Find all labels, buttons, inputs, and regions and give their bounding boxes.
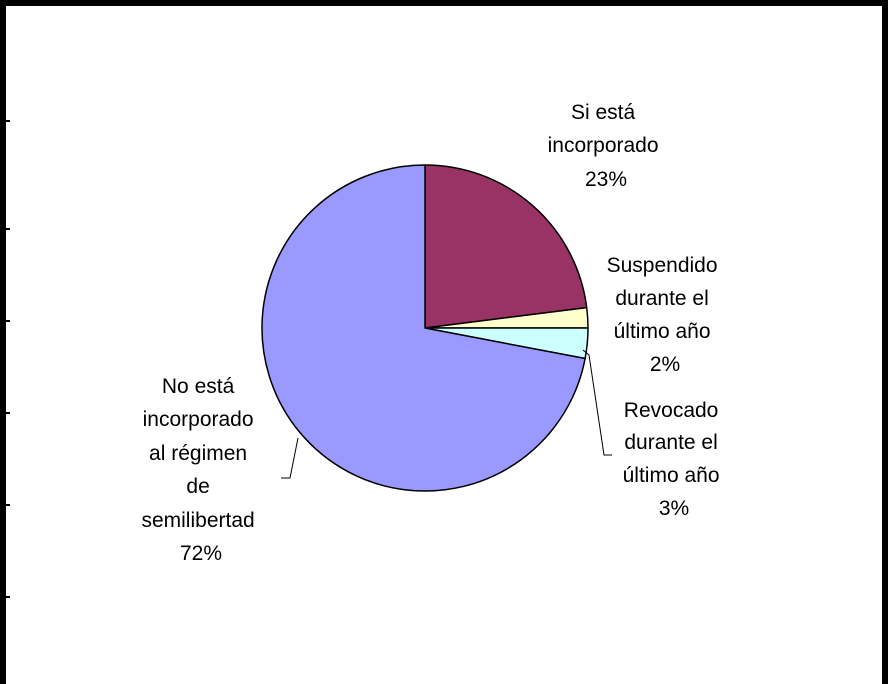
pie-slice-si-incorporado [424, 164, 588, 329]
label-line: de [186, 475, 209, 498]
label-line: No está [162, 375, 235, 398]
label-line: último año [614, 320, 711, 343]
left-tick-mark [0, 412, 10, 414]
slice-label-no-incorporado: No está incorporado al régimen de semili… [141, 375, 260, 565]
leader-line-no-incorporado [281, 437, 299, 479]
left-tick-mark [0, 596, 10, 598]
label-line: incorporado [143, 408, 254, 431]
label-line: Suspendido [607, 254, 718, 277]
label-line: durante el [624, 431, 717, 454]
label-percent: 23% [585, 168, 627, 191]
left-tick-mark [0, 504, 10, 506]
label-line: incorporado [548, 134, 659, 157]
label-percent: 2% [650, 353, 680, 376]
left-tick-mark [0, 120, 10, 122]
slice-label-revocado: Revocado durante el último año 3% [623, 399, 726, 520]
label-line: Si está [571, 101, 636, 124]
label-line: semilibertad [141, 509, 254, 532]
leader-line-revocado [582, 349, 612, 456]
left-tick-mark [0, 320, 10, 322]
label-line: último año [623, 464, 720, 487]
leader-lines [281, 349, 612, 479]
pie-slices [261, 164, 589, 492]
label-percent: 3% [659, 497, 689, 520]
left-tick-mark [0, 228, 10, 230]
label-line: al régimen [149, 442, 247, 465]
label-percent: 72% [180, 542, 222, 565]
pie-slice-no-incorporado [261, 164, 586, 492]
slice-label-suspendido: Suspendido durante el último año 2% [607, 254, 724, 376]
label-line: Revocado [624, 399, 719, 422]
slice-label-si-incorporado: Si está incorporado 23% [548, 101, 665, 191]
label-line: durante el [615, 287, 708, 310]
